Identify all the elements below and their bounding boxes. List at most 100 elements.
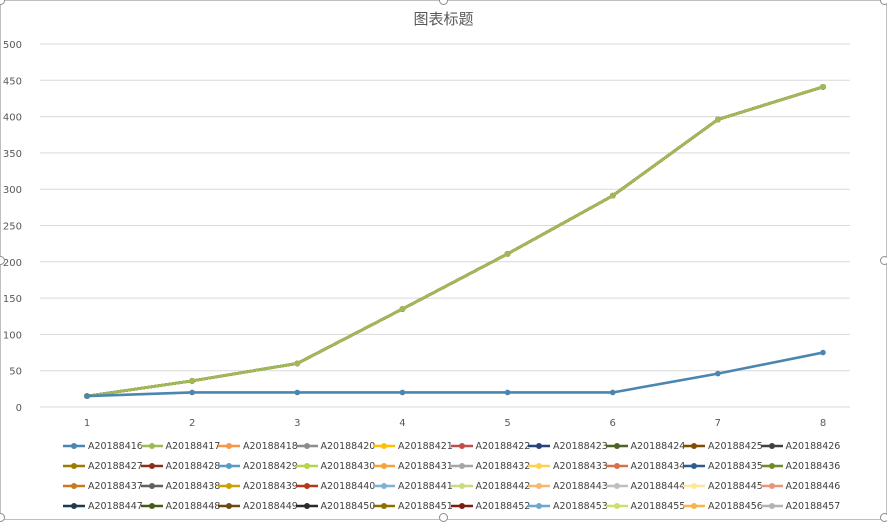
legend-marker-icon xyxy=(450,503,473,509)
series-A20188438 xyxy=(84,84,826,399)
legend-marker-icon xyxy=(683,443,705,449)
resize-handle-top-right[interactable] xyxy=(880,0,887,5)
series-line xyxy=(86,85,824,398)
legend-label: A20188430 xyxy=(320,460,376,472)
chart-title: 图表标题 xyxy=(413,10,474,28)
legend-row: A20188427 A20188428 A20188429 A20188430 A201… xyxy=(62,456,842,476)
legend-marker-icon xyxy=(605,503,628,509)
legend-entry: A20188450 xyxy=(295,500,376,512)
y-tick-label: 150 xyxy=(3,294,22,305)
legend-label: A20188417 xyxy=(165,440,221,452)
legend-marker-icon xyxy=(683,483,705,489)
series-line xyxy=(86,85,824,398)
series-A20188446 xyxy=(84,84,826,399)
legend-entry: A20188421 xyxy=(372,440,453,452)
resize-handle-bottom-left[interactable] xyxy=(0,513,5,522)
resize-handle-top-left[interactable] xyxy=(0,0,5,5)
series-A20188432 xyxy=(84,84,826,399)
series-line xyxy=(86,85,824,398)
legend-marker-icon xyxy=(295,503,318,509)
series-line xyxy=(86,85,824,398)
resize-handle-top-center[interactable] xyxy=(439,0,448,5)
x-tick-label: 8 xyxy=(820,418,826,429)
legend-marker-icon xyxy=(140,503,163,509)
legend-entry: A20188435 xyxy=(682,460,763,472)
series-A20188426 xyxy=(84,84,826,399)
series-line xyxy=(86,85,824,398)
series-line xyxy=(86,85,824,398)
resize-handle-bottom-right[interactable] xyxy=(880,513,887,522)
legend-marker-icon xyxy=(605,463,628,469)
legend-label: A20188421 xyxy=(398,440,453,452)
legend-label: A20188423 xyxy=(553,440,608,452)
legend-label: A20188426 xyxy=(785,440,841,452)
series-A20188434 xyxy=(84,84,826,399)
legend-label: A20188451 xyxy=(398,500,453,512)
series-line xyxy=(86,85,824,398)
series-line xyxy=(86,85,824,398)
series-A20188444 xyxy=(84,84,826,399)
resize-handle-middle-right[interactable] xyxy=(880,256,887,265)
legend-label: A20188450 xyxy=(320,500,376,512)
series-line xyxy=(86,85,824,398)
legend-marker-icon xyxy=(295,443,318,449)
series-A20188450 xyxy=(84,84,826,399)
series-A20188449 xyxy=(84,84,826,399)
legend-label: A20188446 xyxy=(785,480,841,492)
series-line xyxy=(86,85,824,398)
legend-entry: A20188457 xyxy=(760,500,841,512)
legend-marker-icon xyxy=(683,503,705,509)
resize-handle-middle-left[interactable] xyxy=(0,256,5,265)
legend-marker-icon xyxy=(63,443,85,449)
legend-marker-icon xyxy=(450,483,473,489)
series-A20188435 xyxy=(84,84,826,399)
y-tick-label: 450 xyxy=(3,76,22,87)
data-point xyxy=(189,389,195,396)
legend-entry: A20188417 xyxy=(140,440,221,452)
x-tick-label: 1 xyxy=(84,418,90,429)
series-A20188431 xyxy=(84,84,826,399)
series-line xyxy=(86,85,824,398)
series-line xyxy=(86,85,824,398)
legend-marker-icon xyxy=(218,463,240,469)
legend-label: A20188439 xyxy=(243,480,298,492)
legend-entry: A20188452 xyxy=(450,501,530,512)
series-line xyxy=(86,351,824,398)
legend-marker-icon xyxy=(605,483,628,489)
series-line xyxy=(86,85,824,398)
legend-marker-icon xyxy=(218,503,240,509)
legend-entry: A20188425 xyxy=(682,441,763,452)
legend-label: A20188427 xyxy=(88,460,143,472)
series-A20188453 xyxy=(84,84,826,399)
legend-label: A20188422 xyxy=(475,440,531,452)
legend-entry: A20188429 xyxy=(217,461,298,472)
series-line xyxy=(86,85,824,398)
legend-label: A20188431 xyxy=(398,460,453,472)
data-point xyxy=(609,389,616,396)
legend-marker-icon xyxy=(373,463,395,469)
legend-row: A20188416 A20188417 A20188418 A20188420 A201… xyxy=(62,436,842,456)
legend-label: A20188444 xyxy=(630,480,686,492)
data-point xyxy=(399,306,406,312)
legend-marker-icon xyxy=(528,463,550,469)
data-point xyxy=(189,378,195,384)
legend-label: A20188445 xyxy=(708,480,763,492)
series-line xyxy=(86,85,824,398)
series-A20188417 xyxy=(84,84,826,399)
series-A20188436 xyxy=(84,84,826,399)
legend-entry: A20188428 xyxy=(140,461,220,472)
x-tick-label: 4 xyxy=(399,418,405,429)
series-A20188451 xyxy=(84,84,826,399)
legend-label: A20188457 xyxy=(785,500,841,512)
series-A20188455 xyxy=(84,84,826,399)
y-tick-label: 500 xyxy=(3,40,22,51)
legend-marker-icon xyxy=(140,463,163,469)
data-point xyxy=(504,251,511,257)
data-point xyxy=(504,389,511,396)
legend-label: A20188435 xyxy=(708,460,763,472)
series-A20188430 xyxy=(84,84,826,399)
series-A20188439 xyxy=(84,84,826,399)
legend-entry: A20188437 xyxy=(62,481,143,492)
legend-marker-icon xyxy=(683,463,705,469)
